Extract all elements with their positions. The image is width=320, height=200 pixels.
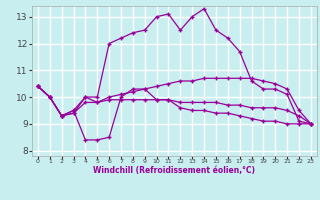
- X-axis label: Windchill (Refroidissement éolien,°C): Windchill (Refroidissement éolien,°C): [93, 166, 255, 175]
